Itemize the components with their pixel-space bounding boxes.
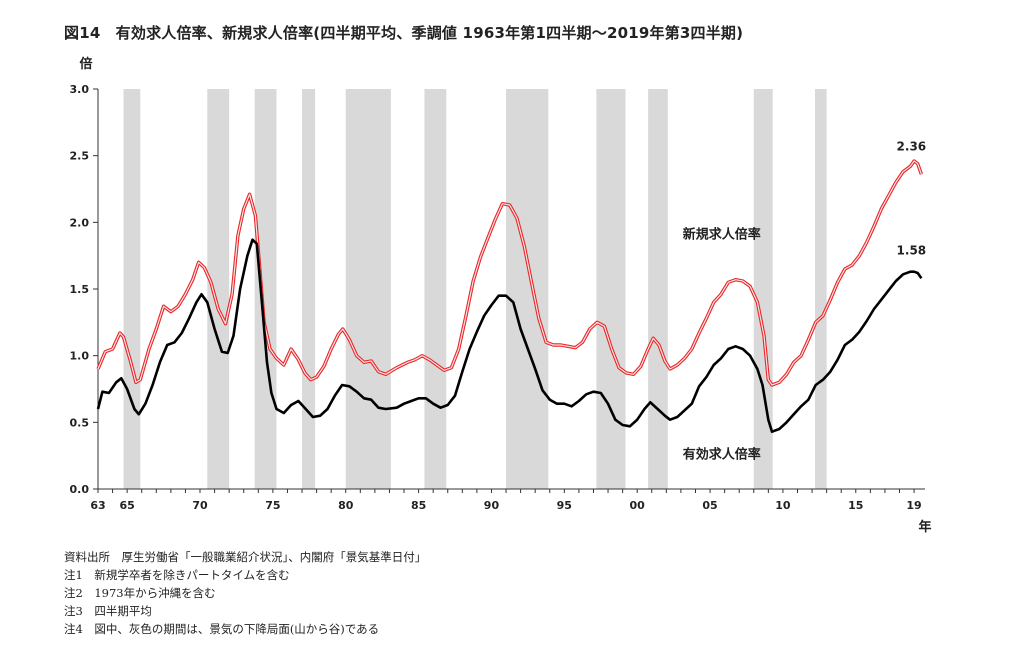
x-tick-label: 85 (411, 499, 426, 512)
x-tick-label: 00 (630, 499, 646, 512)
note-3: 注3 四半期平均 (64, 604, 152, 618)
recession-band-8 (648, 89, 668, 489)
recession-band-7 (596, 89, 626, 489)
recession-band-2 (254, 89, 277, 489)
recession-band-6 (506, 89, 549, 489)
x-tick-label: 75 (265, 499, 280, 512)
x-tick-label: 05 (702, 499, 717, 512)
end-value-label-0: 2.36 (897, 139, 927, 153)
x-tick-label: 63 (90, 499, 105, 512)
recession-band-4 (345, 89, 391, 489)
series-lines (96, 159, 924, 433)
note-2: 注2 1973年から沖縄を含む (64, 586, 216, 600)
y-tick-label: 0.0 (70, 483, 90, 496)
chart: 倍 年 0.0 0.5 1.0 1.5 2.0 2.5 3.0 63 65 70 75 80 85 90 9… (70, 56, 932, 535)
source-note: 資料出所 厚生労働省「一般職業紹介状況」、内閣府「景気基準日付」 (64, 550, 427, 564)
y-tick-label: 2.0 (70, 216, 90, 229)
y-tick-label: 0.5 (70, 416, 90, 429)
recession-band-9 (753, 89, 773, 489)
x-tick-label: 95 (557, 499, 572, 512)
x-tick-label: 65 (119, 499, 134, 512)
ticks: 0.0 0.5 1.0 1.5 2.0 2.5 3.0 63 65 70 75 80 85 90 95 00 0… (70, 83, 922, 512)
note-1: 注1 新規学卒者を除きパートタイムを含む (64, 568, 290, 582)
x-axis-unit-label: 年 (918, 519, 931, 535)
y-tick-label: 2.5 (70, 150, 90, 163)
x-tick-label: 19 (906, 499, 921, 512)
x-tick-label: 10 (775, 499, 791, 512)
recession-band-10 (814, 89, 827, 489)
recession-band-3 (302, 89, 316, 489)
series-name-label-0: 新規求人倍率 (683, 226, 761, 242)
recession-band-1 (207, 89, 230, 489)
x-tick-label: 70 (192, 499, 208, 512)
series-line-1 (96, 238, 923, 433)
series-name-label-1: 有効求人倍率 (683, 446, 761, 462)
recession-band-0 (123, 89, 141, 489)
x-tick-label: 90 (484, 499, 500, 512)
end-value-label-1: 1.58 (897, 243, 927, 257)
y-tick-label: 1.5 (70, 283, 90, 296)
x-tick-label: 15 (848, 499, 863, 512)
recession-band-5 (424, 89, 447, 489)
recession-bands (123, 89, 827, 489)
x-tick-label: 80 (338, 499, 354, 512)
y-tick-label: 1.0 (70, 350, 90, 363)
chart-title: 図14 有効求人倍率、新規求人倍率(四半期平均、季調値 1963年第1四半期～2… (64, 24, 744, 42)
series-line-inner-0 (97, 160, 922, 386)
y-axis-unit-label: 倍 (79, 56, 92, 72)
y-tick-label: 3.0 (70, 83, 90, 96)
note-4: 注4 図中、灰色の期間は、景気の下降局面(山から谷)である (64, 622, 380, 636)
